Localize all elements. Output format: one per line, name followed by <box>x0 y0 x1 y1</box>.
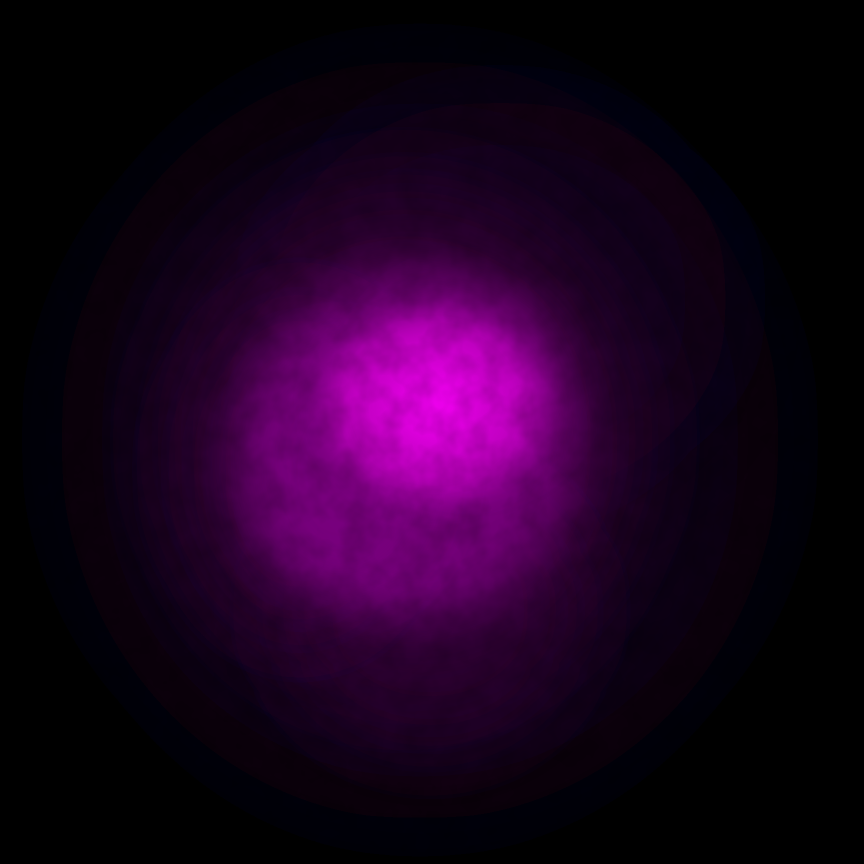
image-canvas <box>0 0 864 864</box>
glow-image <box>0 0 864 864</box>
noise-texture <box>0 0 864 864</box>
